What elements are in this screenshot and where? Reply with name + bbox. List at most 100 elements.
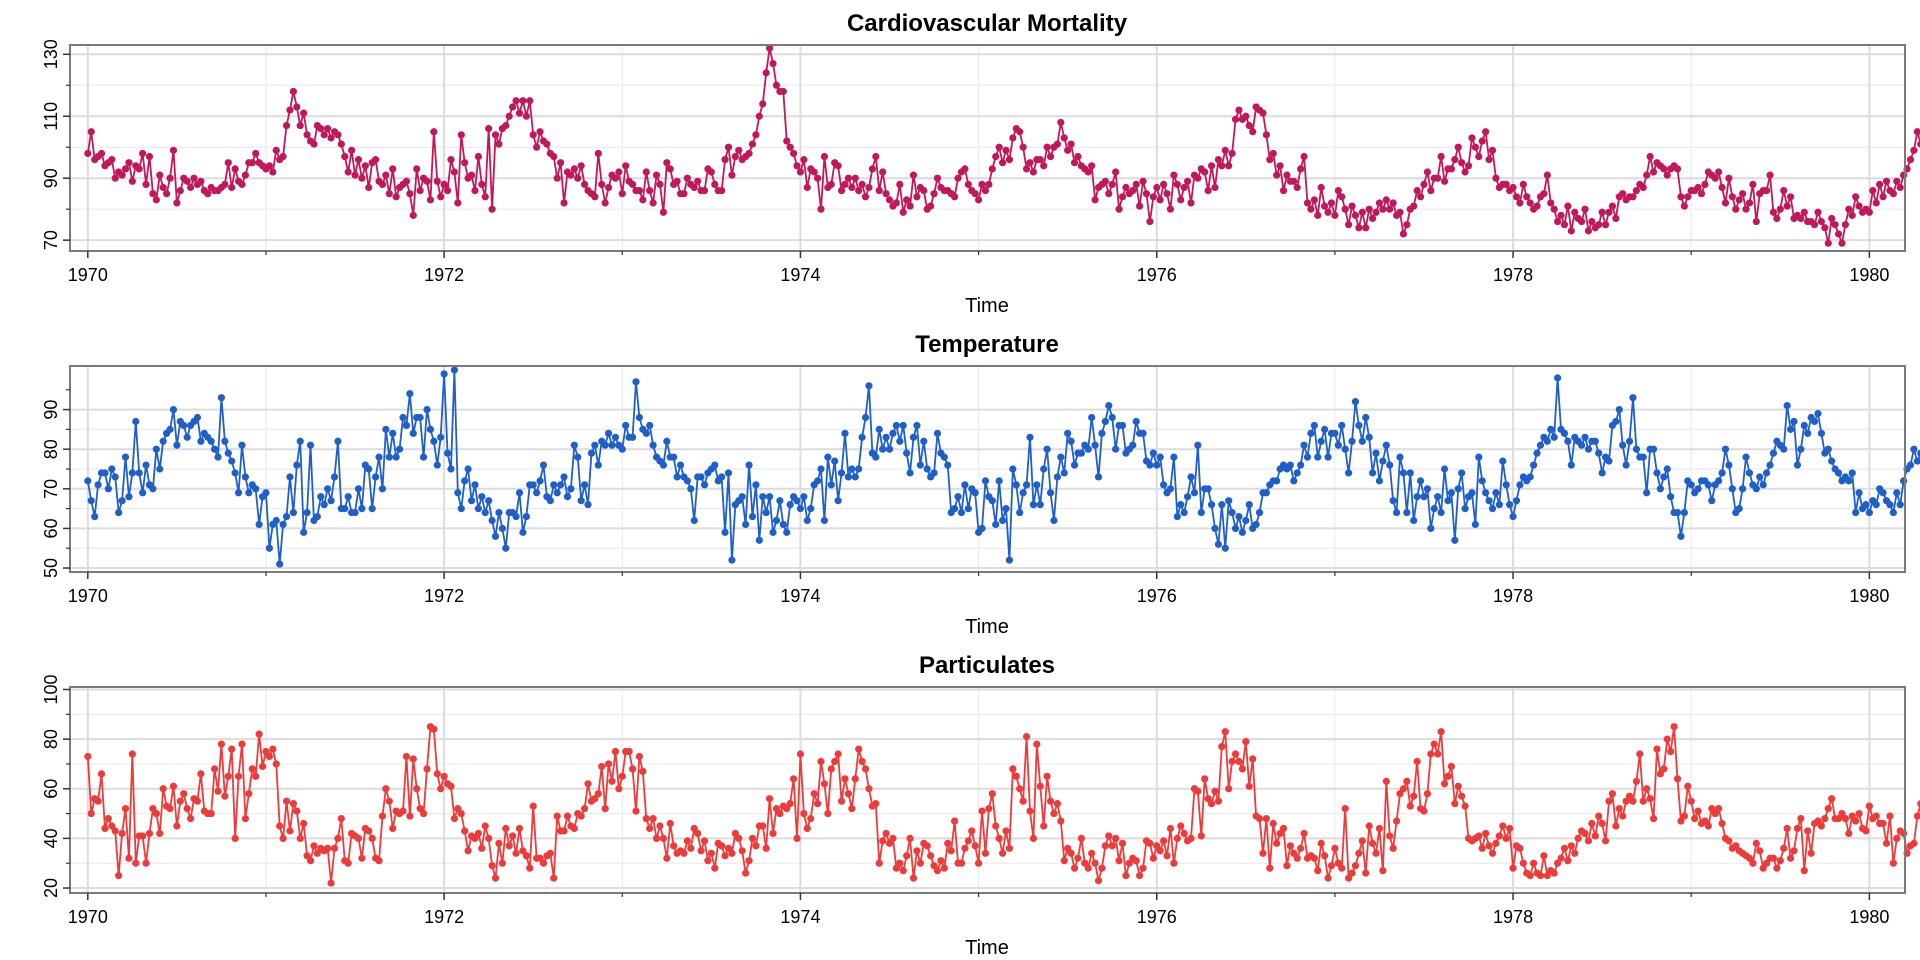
data-point	[947, 847, 955, 855]
data-point	[1804, 827, 1812, 835]
x-tick-label: 1974	[780, 586, 820, 606]
data-point	[786, 501, 794, 509]
data-point	[598, 180, 606, 188]
data-point	[1324, 208, 1332, 216]
data-point	[837, 469, 846, 477]
data-point	[1382, 196, 1390, 204]
data-point	[1317, 437, 1325, 445]
data-point	[1187, 199, 1195, 207]
data-point	[409, 755, 417, 763]
data-point	[625, 747, 633, 756]
data-point	[1512, 193, 1521, 201]
data-point	[1101, 177, 1109, 185]
data-point	[94, 797, 102, 805]
data-point	[1163, 190, 1171, 198]
data-point	[899, 208, 907, 216]
data-point	[142, 180, 150, 188]
data-point	[1485, 497, 1493, 505]
data-point	[570, 441, 578, 449]
data-point	[1828, 214, 1836, 223]
data-point	[574, 453, 582, 461]
data-point	[1317, 839, 1325, 847]
data-point	[1488, 146, 1497, 154]
data-point	[1207, 800, 1216, 808]
data-point	[354, 834, 363, 843]
data-point	[1735, 196, 1743, 204]
data-point	[104, 485, 112, 493]
data-point	[1917, 140, 1920, 148]
data-point	[118, 171, 126, 179]
data-point	[1297, 461, 1305, 469]
data-point	[762, 844, 770, 852]
data-point	[87, 128, 95, 136]
data-point	[526, 97, 534, 105]
data-point	[317, 125, 325, 133]
data-point	[241, 171, 250, 179]
data-point	[1160, 180, 1168, 188]
data-point	[385, 453, 393, 461]
data-point	[495, 508, 503, 517]
data-point	[557, 159, 565, 167]
data-point	[1564, 857, 1572, 865]
data-point	[348, 146, 356, 154]
data-point	[245, 790, 253, 798]
data-point	[1471, 143, 1479, 151]
data-point	[419, 809, 428, 818]
data-point	[635, 186, 644, 195]
data-point	[1197, 832, 1205, 840]
data-point	[748, 140, 757, 148]
data-point	[855, 745, 863, 753]
data-point	[656, 180, 664, 188]
data-point	[382, 425, 390, 433]
data-point	[769, 59, 777, 68]
data-point	[214, 787, 222, 795]
x-tick-label: 1974	[780, 265, 820, 285]
data-point	[481, 508, 489, 517]
data-point	[296, 834, 304, 843]
data-point	[1183, 493, 1192, 501]
data-point	[1392, 817, 1401, 825]
data-point	[752, 842, 760, 850]
data-point	[125, 159, 133, 167]
data-point	[193, 797, 202, 805]
data-point	[1416, 193, 1425, 201]
data-point	[834, 750, 842, 758]
data-point	[389, 824, 397, 833]
y-tick-label: 60	[41, 779, 61, 799]
data-point	[1029, 834, 1038, 843]
data-point	[1879, 819, 1887, 828]
data-point	[334, 834, 342, 843]
data-point	[413, 165, 421, 173]
data-point	[1841, 221, 1849, 229]
data-point	[855, 465, 863, 473]
data-point	[1458, 469, 1466, 477]
data-point	[1002, 827, 1010, 835]
data-point	[536, 128, 544, 136]
data-point	[1118, 193, 1127, 201]
data-point	[440, 180, 448, 188]
data-point	[214, 453, 222, 461]
data-point	[704, 857, 712, 865]
data-point	[879, 837, 887, 845]
data-point	[560, 199, 568, 207]
data-point	[1643, 171, 1651, 179]
data-point	[882, 829, 890, 838]
data-point	[1622, 461, 1630, 469]
data-point	[793, 497, 801, 505]
data-point	[560, 473, 568, 481]
data-point	[601, 199, 609, 207]
data-point	[1478, 137, 1486, 145]
data-point	[861, 765, 870, 773]
data-point	[502, 544, 510, 552]
data-point	[1780, 445, 1788, 453]
data-point	[293, 807, 301, 815]
data-point	[663, 437, 671, 445]
data-point	[1321, 202, 1329, 210]
data-point	[1656, 485, 1664, 493]
data-point	[1160, 481, 1168, 489]
data-point	[1197, 508, 1205, 517]
data-point	[450, 366, 458, 374]
data-point	[522, 512, 530, 521]
data-point	[358, 174, 366, 182]
data-point	[951, 193, 959, 201]
